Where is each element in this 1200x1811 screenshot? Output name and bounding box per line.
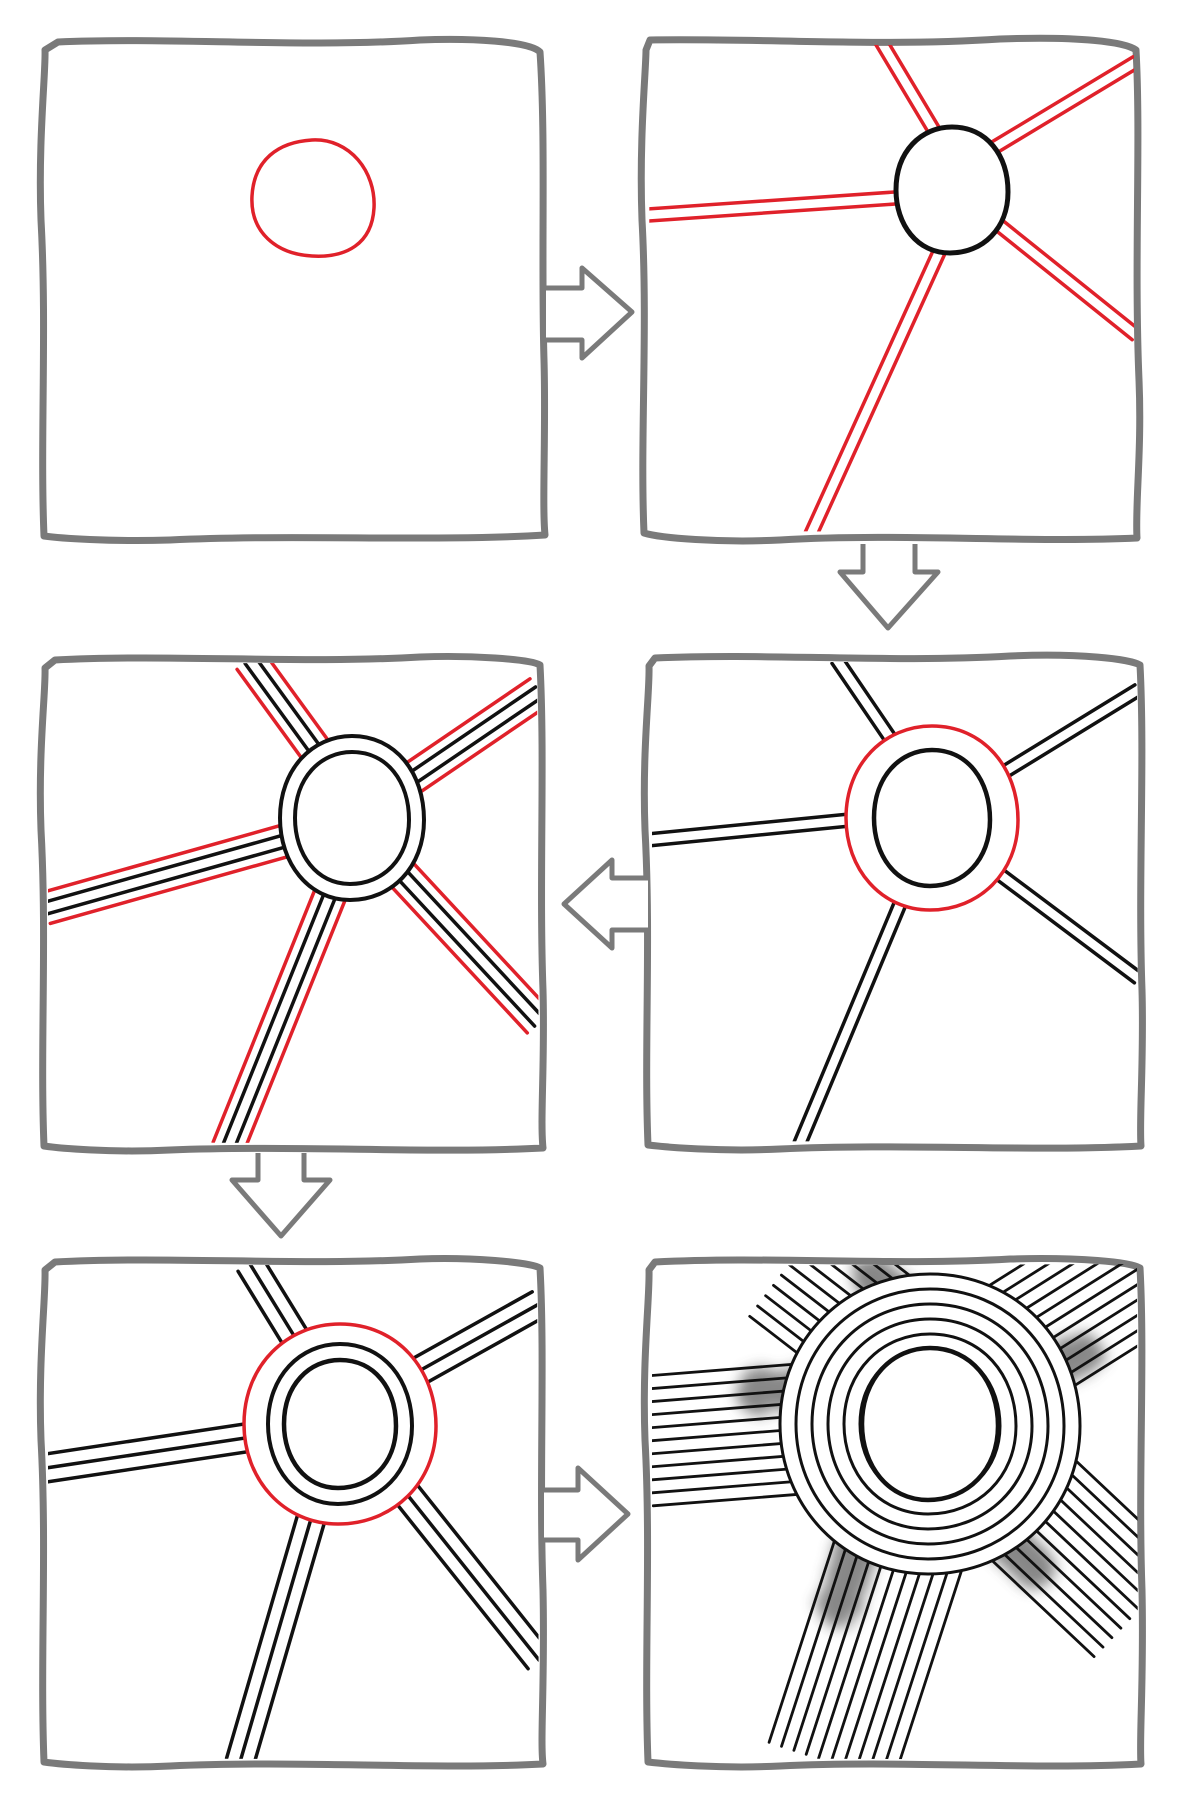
step-3-spoke-line bbox=[231, 880, 344, 1144]
step-2-spoke-line bbox=[991, 65, 1134, 157]
step-3-spoke-new-line bbox=[211, 872, 323, 1144]
step-3-spoke-line bbox=[220, 876, 333, 1144]
step-2-spoke-line bbox=[985, 55, 1134, 147]
step-2-spokes bbox=[648, 44, 1134, 534]
step-5-spoke-line bbox=[373, 1474, 530, 1671]
step-2-spoke-line bbox=[809, 250, 948, 534]
step-3-spoke-line bbox=[48, 830, 296, 904]
step-4-spoke-line bbox=[801, 880, 918, 1142]
arrow-left-step4-step3 bbox=[561, 857, 648, 951]
step-4-spoke-line bbox=[652, 810, 872, 836]
step-4-center-circle bbox=[871, 747, 993, 889]
step-2-spoke-line bbox=[873, 44, 932, 137]
step-3-panel bbox=[48, 662, 539, 1144]
step-3-spoke-line bbox=[389, 870, 537, 1028]
step-1-frame bbox=[36, 35, 549, 545]
step-5-panel bbox=[48, 1264, 539, 1760]
step-4-panel bbox=[652, 662, 1138, 1142]
step-6-panel bbox=[652, 1264, 1138, 1760]
step-3-spoke-line bbox=[396, 695, 539, 797]
step-3-spoke-new-line bbox=[382, 877, 530, 1035]
step-4-spoke-line bbox=[979, 851, 1138, 975]
arrow-down-step2-step3 bbox=[837, 544, 941, 631]
step-3-spoke-new-line bbox=[405, 855, 539, 1013]
step-5-spoke-line bbox=[384, 1466, 539, 1662]
step-3-spoke-new-line bbox=[384, 677, 532, 779]
step-5-spoke-line bbox=[395, 1457, 539, 1654]
step-4-spoke-line bbox=[790, 875, 907, 1142]
step-2-center-circle bbox=[893, 124, 1011, 256]
step-4-spoke-line bbox=[652, 822, 873, 848]
step-2-panel bbox=[648, 44, 1134, 534]
step-2-spoke-line bbox=[883, 44, 942, 131]
step-5-spoke-line bbox=[251, 1490, 336, 1760]
step-3-spoke-line bbox=[398, 862, 539, 1020]
step-4-spoke-line bbox=[972, 861, 1137, 985]
step-2-spoke-line bbox=[648, 190, 897, 211]
step-5-spoke-line bbox=[224, 1482, 309, 1760]
arrow-right-step1-step2 bbox=[546, 265, 635, 361]
step-2-frame bbox=[637, 34, 1144, 545]
arrow-down-step3-step5 bbox=[229, 1153, 333, 1239]
step-2-spoke-line bbox=[997, 215, 1134, 333]
step-1-circle bbox=[250, 138, 376, 258]
step-5-spoke-line bbox=[238, 1486, 322, 1760]
step-6-center-circle bbox=[859, 1345, 1001, 1503]
step-2-spoke-line bbox=[989, 224, 1134, 342]
step-3-spoke-new-line bbox=[48, 851, 302, 926]
step-3-spoke-new-line bbox=[241, 884, 353, 1144]
step-2-spoke-line bbox=[648, 202, 898, 223]
step-3-center-circle bbox=[292, 749, 412, 887]
step-5-center-circle bbox=[281, 1357, 399, 1491]
step-2-spoke-line bbox=[798, 245, 937, 534]
arrow-right-step5-step6 bbox=[544, 1465, 631, 1563]
step-5-spokes bbox=[48, 1264, 539, 1760]
step-3-spoke-new-line bbox=[48, 820, 293, 895]
step-3-spoke-line bbox=[389, 685, 538, 787]
step-1-panel bbox=[250, 138, 376, 258]
step-3-spoke-line bbox=[48, 842, 299, 916]
step-3-spoke-new-line bbox=[402, 703, 539, 805]
